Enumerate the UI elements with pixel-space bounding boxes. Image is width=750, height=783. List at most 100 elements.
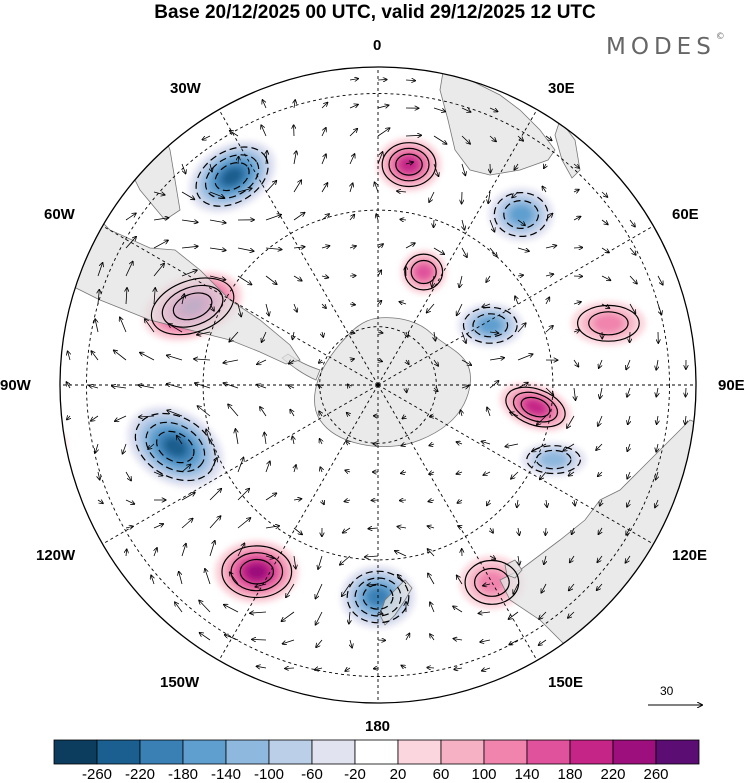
meridian-line [377,67,564,386]
wind-arrow [395,551,407,557]
contour-ring [388,147,430,182]
wind-arrow [293,527,302,534]
wind-arrow [181,163,186,174]
lon-label-180: 180 [365,718,391,735]
anomaly-level [246,563,268,580]
wind-arrow [153,524,163,529]
wind-reference-label: 30 [660,684,674,698]
wind-arrow [181,270,197,277]
wind-arrow [97,263,103,277]
wind-arrow [539,639,547,645]
wind-arrow [294,151,296,165]
wind-arrow [377,612,383,614]
wind-arrow [376,214,378,221]
colorbar-swatch [655,739,700,765]
wind-arrow [433,247,444,254]
wind-arrow [457,500,463,503]
lon-label-150w: 150W [160,674,200,691]
wind-arrow [489,332,499,333]
wind-arrow [479,612,491,613]
wind-arrow [489,219,495,232]
wind-arrow [598,415,603,426]
wind-arrow [319,360,322,363]
wind-arrow [262,100,267,109]
wind-arrow [537,415,547,425]
contour-weddell-high [404,253,444,291]
wind-arrow [509,639,519,645]
brand-logo: MODES© [606,32,725,60]
colorbar-swatch [139,739,184,765]
wind-arrow [377,152,383,165]
wind-arrow [126,288,127,305]
wind-arrow [293,331,295,339]
wind-arrow [293,180,301,193]
wind-arrow [461,386,469,388]
anomaly-south-africa-high [376,137,442,192]
wind-arrow [456,472,463,474]
contour-ring [204,154,260,200]
anomaly-level [525,399,546,415]
colorbar-swatch [96,739,141,765]
wind-arrow [597,555,603,562]
contour-ring [145,421,206,473]
colorbar-tick-label: 260 [643,766,669,783]
wind-arrow [656,443,658,452]
wind-arrow [601,219,608,225]
wind-arrow [181,493,195,501]
wind-arrow [318,385,322,388]
wind-arrow [202,135,211,140]
contour-tasman-high [464,559,520,605]
anomaly-level [479,317,502,334]
meridian-line [192,384,379,703]
wind-arrow [345,668,351,671]
wind-arrow [569,583,575,591]
contour-south-africa-high [381,142,437,188]
colorbar-swatch [268,739,313,765]
wind-arrow [316,611,323,625]
wind-arrow [365,556,379,557]
map-boundary [59,66,697,704]
lon-label-30w: 30W [170,80,201,97]
wind-arrow [505,444,519,447]
colorbar-tick-label: -100 [253,766,285,783]
wind-arrow [514,163,518,170]
wind-arrow [66,382,70,389]
wind-arrow [340,555,351,565]
wind-arrow [209,248,226,250]
wind-arrow [457,303,463,315]
wind-arrow [237,303,241,317]
wind-arrow [600,387,602,399]
contour-ring [577,304,640,342]
wind-arrow [125,213,136,221]
wind-arrow [482,668,491,671]
wind-arrow [349,304,355,305]
anomaly-level [236,709,273,739]
wind-arrow [377,128,390,137]
contour-ring [395,153,423,176]
latitude-circle [86,93,670,677]
wind-arrow [342,583,351,596]
wind-arrow [405,135,421,136]
meridian-line [60,384,379,571]
wind-arrow [433,163,439,176]
wind-arrow [91,351,99,361]
wind-arrow [489,358,504,360]
wind-arrow [428,549,435,557]
wind-arrow [179,572,183,585]
colorbar-tick-label: -220 [124,766,156,783]
wind-arrow [265,303,269,316]
wind-arrow [345,470,351,472]
wind-arrow [261,125,267,137]
wind-arrow [237,543,245,557]
colorbar-swatch [440,739,485,765]
wind-arrow [95,319,99,333]
madagascar-island [554,119,581,179]
wind-arrow [518,527,519,535]
wind-arrow [374,668,379,669]
wind-arrow [686,387,687,397]
wind-arrow [406,387,407,392]
brand-text: MODES [606,34,716,60]
wind-arrow [293,499,302,500]
wind-arrow [546,499,547,507]
wind-arrow [350,183,353,193]
